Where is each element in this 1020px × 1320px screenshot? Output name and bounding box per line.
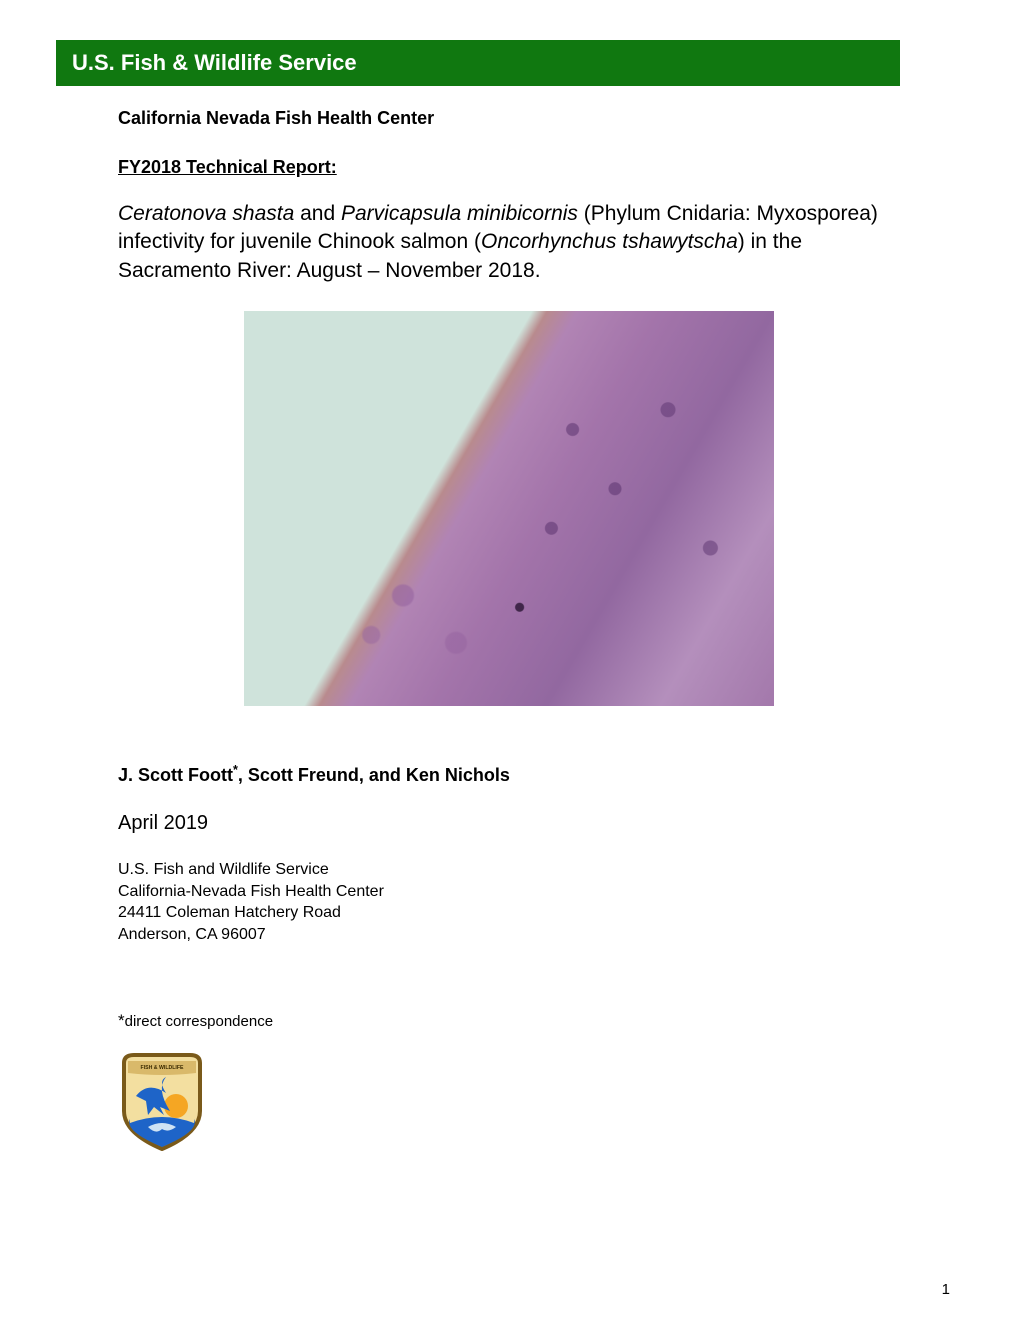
report-label: FY2018 Technical Report:	[118, 157, 900, 178]
agency-header: U.S. Fish & Wildlife Service	[56, 40, 900, 86]
page-number: 1	[942, 1281, 950, 1298]
footnote-text: direct correspondence	[125, 1013, 273, 1030]
address-block: U.S. Fish and Wildlife Service Californi…	[118, 859, 900, 945]
footnote: *direct correspondence	[118, 1011, 900, 1031]
center-name: California Nevada Fish Health Center	[118, 108, 900, 129]
address-line: U.S. Fish and Wildlife Service	[118, 859, 900, 881]
micrograph-image	[244, 311, 774, 706]
agency-name: U.S. Fish & Wildlife Service	[72, 50, 357, 75]
address-line: California-Nevada Fish Health Center	[118, 881, 900, 903]
address-line: 24411 Coleman Hatchery Road	[118, 902, 900, 924]
figure-container	[118, 311, 900, 711]
report-title: Ceratonova shasta and Parvicapsula minib…	[118, 200, 900, 285]
address-line: Anderson, CA 96007	[118, 924, 900, 946]
author-lead: J. Scott Foott	[118, 765, 233, 785]
usfws-shield-icon: FISH & WILDLIFE	[118, 1051, 206, 1151]
logo-banner-text: FISH & WILDLIFE	[141, 1065, 184, 1071]
species-2: Parvicapsula minibicornis	[341, 202, 578, 225]
author-rest: , Scott Freund, and Ken Nichols	[238, 765, 510, 785]
footnote-marker: *	[118, 1011, 125, 1030]
publication-date: April 2019	[118, 812, 900, 835]
authors: J. Scott Foott*, Scott Freund, and Ken N…	[118, 763, 900, 786]
species-3: Oncorhynchus tshawytscha	[481, 230, 738, 253]
title-text: and	[294, 202, 341, 225]
species-1: Ceratonova shasta	[118, 202, 294, 225]
agency-logo: FISH & WILDLIFE	[118, 1051, 900, 1156]
